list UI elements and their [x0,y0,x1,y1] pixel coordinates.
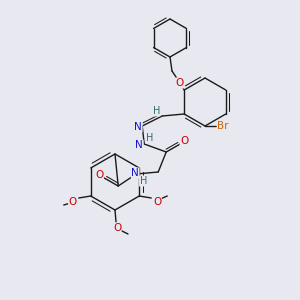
Text: O: O [153,197,161,207]
Text: N: N [135,140,143,150]
Text: H: H [140,176,147,186]
Text: O: O [113,223,121,233]
Text: O: O [180,136,188,146]
Text: Br: Br [217,121,229,131]
Text: H: H [152,106,160,116]
Text: O: O [95,170,103,180]
Text: O: O [176,78,184,88]
Text: H: H [146,133,153,143]
Text: O: O [69,197,77,207]
Text: N: N [131,168,139,178]
Text: N: N [134,122,142,132]
